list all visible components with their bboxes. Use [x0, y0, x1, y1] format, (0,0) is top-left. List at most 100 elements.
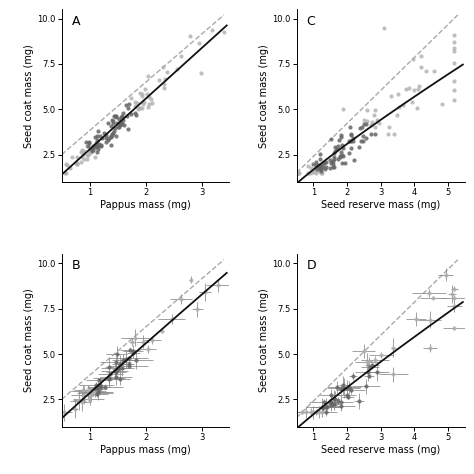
Point [74, 397, 82, 405]
Point [68, 153, 76, 161]
Point [123, 356, 130, 363]
Point [79, 150, 87, 158]
Point [414, 86, 421, 93]
Point [126, 100, 133, 108]
Point [337, 385, 345, 393]
Point [201, 288, 209, 295]
Point [138, 91, 146, 98]
Point [381, 25, 388, 32]
Point [90, 144, 97, 152]
Point [105, 375, 113, 383]
Point [62, 169, 69, 176]
Point [116, 121, 123, 128]
Point [93, 148, 100, 155]
Point [451, 47, 458, 55]
Point [357, 137, 365, 145]
Point [451, 294, 458, 301]
Point [108, 116, 116, 123]
Point [96, 132, 104, 140]
Point [77, 148, 85, 156]
Point [80, 147, 88, 155]
Point [124, 125, 131, 133]
Point [111, 112, 118, 120]
Point [161, 84, 168, 91]
Point [334, 155, 342, 162]
Point [429, 294, 437, 301]
Point [107, 141, 115, 149]
Y-axis label: Seed coat mass (mg): Seed coat mass (mg) [24, 44, 34, 147]
Point [356, 124, 364, 132]
Point [73, 159, 81, 167]
Point [161, 75, 168, 82]
Point [409, 55, 417, 63]
Point [114, 365, 121, 372]
Point [79, 398, 86, 405]
Point [131, 102, 138, 109]
Point [368, 118, 375, 126]
Point [148, 95, 155, 103]
Point [390, 130, 398, 138]
Point [83, 152, 91, 159]
Point [326, 156, 334, 164]
Point [312, 408, 319, 416]
Point [400, 101, 407, 109]
Point [339, 106, 346, 113]
Point [83, 155, 91, 163]
Point [92, 381, 100, 388]
Point [310, 408, 317, 416]
Point [317, 167, 324, 175]
Point [220, 28, 228, 36]
Point [160, 63, 167, 71]
Point [363, 134, 370, 141]
Point [451, 59, 458, 67]
Point [349, 137, 357, 145]
Point [322, 408, 330, 416]
Point [91, 143, 99, 150]
X-axis label: Pappus mass (mg): Pappus mass (mg) [100, 445, 191, 455]
Point [93, 137, 100, 144]
Point [417, 52, 425, 60]
Point [294, 169, 302, 176]
Point [359, 137, 366, 145]
Point [117, 120, 125, 128]
Point [109, 129, 117, 137]
Point [448, 290, 456, 298]
Point [326, 164, 334, 172]
Point [145, 104, 152, 111]
Point [115, 124, 123, 131]
Point [330, 155, 338, 163]
Point [315, 408, 323, 416]
Point [112, 132, 119, 140]
Point [315, 164, 323, 171]
Text: C: C [307, 15, 316, 27]
Point [132, 356, 140, 364]
Point [91, 133, 99, 141]
Point [415, 82, 423, 90]
Point [128, 110, 135, 118]
Point [451, 44, 458, 52]
Y-axis label: Seed coat mass (mg): Seed coat mass (mg) [259, 289, 269, 392]
Point [92, 143, 100, 150]
Point [451, 38, 458, 46]
Point [148, 337, 156, 344]
Point [347, 130, 355, 137]
Point [451, 324, 458, 332]
Point [111, 367, 118, 374]
Point [329, 157, 337, 165]
Point [215, 282, 222, 289]
Point [317, 169, 325, 176]
Point [112, 358, 119, 366]
Point [94, 146, 101, 153]
Point [85, 386, 92, 394]
Point [132, 109, 139, 117]
Point [371, 106, 379, 114]
Point [390, 370, 397, 378]
Point [358, 123, 365, 131]
Point [98, 135, 105, 142]
Point [330, 154, 337, 161]
Point [72, 159, 79, 167]
Point [63, 162, 71, 169]
Y-axis label: Seed coat mass (mg): Seed coat mass (mg) [259, 44, 269, 147]
Point [160, 81, 168, 88]
Point [312, 162, 319, 169]
